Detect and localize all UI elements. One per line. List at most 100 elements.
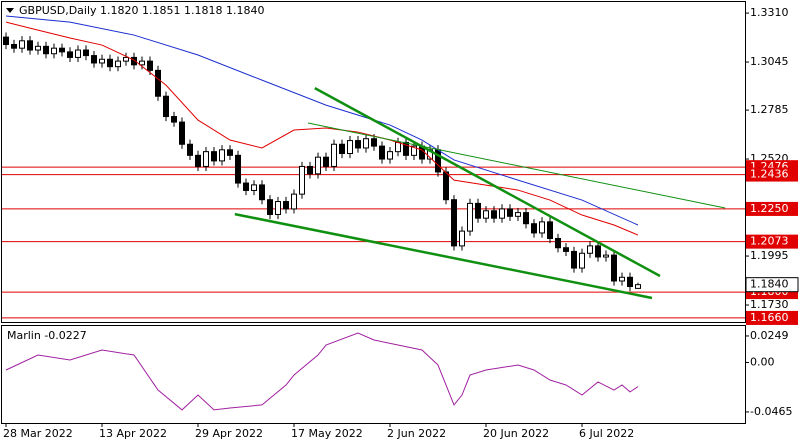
candle-body xyxy=(219,149,225,162)
level-label: 1.2436 xyxy=(750,168,789,181)
candle-body xyxy=(379,145,385,160)
candle-body xyxy=(451,199,457,247)
candle-body xyxy=(467,202,473,232)
candle-body xyxy=(147,60,153,71)
menu-arrow[interactable] xyxy=(6,8,14,13)
candle-body xyxy=(411,145,417,156)
candle-body xyxy=(403,141,409,156)
main-panel-frame xyxy=(1,1,746,323)
candle-body xyxy=(107,58,113,68)
candle-body xyxy=(75,49,81,58)
candle-body xyxy=(35,45,41,51)
candle-body xyxy=(595,245,601,258)
candle-body xyxy=(563,247,569,252)
candle-body xyxy=(619,276,625,282)
candle-body xyxy=(539,221,545,234)
level-label: 1.2250 xyxy=(750,202,789,215)
y-tick-label: 0.00 xyxy=(750,355,775,368)
chart-title: GBPUSD,Daily 1.1820 1.1851 1.1818 1.1840 xyxy=(19,4,264,17)
current-price-label: 1.1840 xyxy=(750,278,789,291)
candle-body xyxy=(115,60,121,68)
x-tick-label: 13 Apr 2022 xyxy=(99,427,167,440)
candle-body xyxy=(523,212,529,225)
x-tick-label: 28 Mar 2022 xyxy=(3,427,73,440)
candle-body xyxy=(59,47,65,53)
candle-body xyxy=(211,151,217,162)
candle-body xyxy=(515,212,521,217)
candle-body xyxy=(67,51,73,58)
current-price-box xyxy=(745,277,799,293)
candle-body xyxy=(331,143,337,167)
candle-body xyxy=(139,60,145,66)
candle-body xyxy=(275,201,281,215)
candle-body xyxy=(259,184,265,201)
x-tick-label: 2 Jun 2022 xyxy=(387,427,446,440)
candle-body xyxy=(27,40,33,51)
y-tick-label: 0.0249 xyxy=(750,329,789,342)
candle-body xyxy=(251,184,257,191)
candle-body xyxy=(355,140,361,149)
x-tick-label: 17 May 2022 xyxy=(291,427,363,440)
level-label: 1.1660 xyxy=(750,311,789,324)
y-tick-label: 1.1730 xyxy=(750,298,789,311)
candle-body xyxy=(555,237,561,249)
candle-body xyxy=(99,58,105,64)
candle-body xyxy=(155,69,161,97)
candle-body xyxy=(91,55,97,64)
candle-body xyxy=(387,151,393,160)
x-tick-label: 6 Jul 2022 xyxy=(579,427,634,440)
y-tick-label: 1.3310 xyxy=(750,6,789,19)
candle-body xyxy=(3,36,9,45)
candle-body xyxy=(339,143,345,155)
candle-body xyxy=(475,202,481,219)
candle-body xyxy=(579,252,585,269)
trend-line xyxy=(307,122,726,209)
level-label-box xyxy=(746,234,798,249)
candle-body xyxy=(443,171,449,201)
candle-body xyxy=(347,140,353,155)
candle-body xyxy=(19,40,25,49)
trend-line xyxy=(314,86,661,278)
candle-body xyxy=(491,210,497,219)
candle-body xyxy=(163,95,169,118)
candle-body xyxy=(611,254,617,282)
candle-body xyxy=(179,121,185,145)
candle-body xyxy=(315,156,321,175)
candle-body xyxy=(299,165,305,195)
trend-line xyxy=(234,212,653,300)
candle-body xyxy=(291,193,297,210)
moving-average xyxy=(5,15,639,226)
candle-body xyxy=(531,223,537,234)
candle-body xyxy=(43,45,49,55)
y-tick-label: 1.2785 xyxy=(750,103,789,116)
candle-body xyxy=(603,254,609,258)
candle-body xyxy=(203,151,209,167)
y-tick-label: 1.3045 xyxy=(750,55,789,68)
candle-body xyxy=(571,250,577,269)
candle-body xyxy=(307,165,313,175)
candle-body xyxy=(627,276,633,288)
level-label-box xyxy=(746,310,798,325)
y-tick-label: -0.0465 xyxy=(750,405,792,418)
candle-body xyxy=(283,201,289,210)
y-tick-label: 1.1995 xyxy=(750,249,789,262)
candle-body xyxy=(243,182,249,191)
level-label-box xyxy=(746,167,798,182)
candle-body xyxy=(235,154,241,184)
candle-body xyxy=(459,230,465,247)
candle-body xyxy=(587,245,593,254)
candle-body xyxy=(11,43,17,49)
indicator-title: Marlin -0.0227 xyxy=(7,329,87,342)
x-tick-label: 20 Jun 2022 xyxy=(483,427,549,440)
candle-body xyxy=(395,141,401,153)
candle-body xyxy=(171,116,177,123)
candle-body xyxy=(83,49,89,57)
candle-body xyxy=(51,47,57,55)
candle-body xyxy=(195,154,201,167)
x-tick-label: 29 Apr 2022 xyxy=(195,427,263,440)
candle-body xyxy=(131,56,137,66)
candle-body xyxy=(635,284,641,289)
level-label-box xyxy=(746,201,798,216)
